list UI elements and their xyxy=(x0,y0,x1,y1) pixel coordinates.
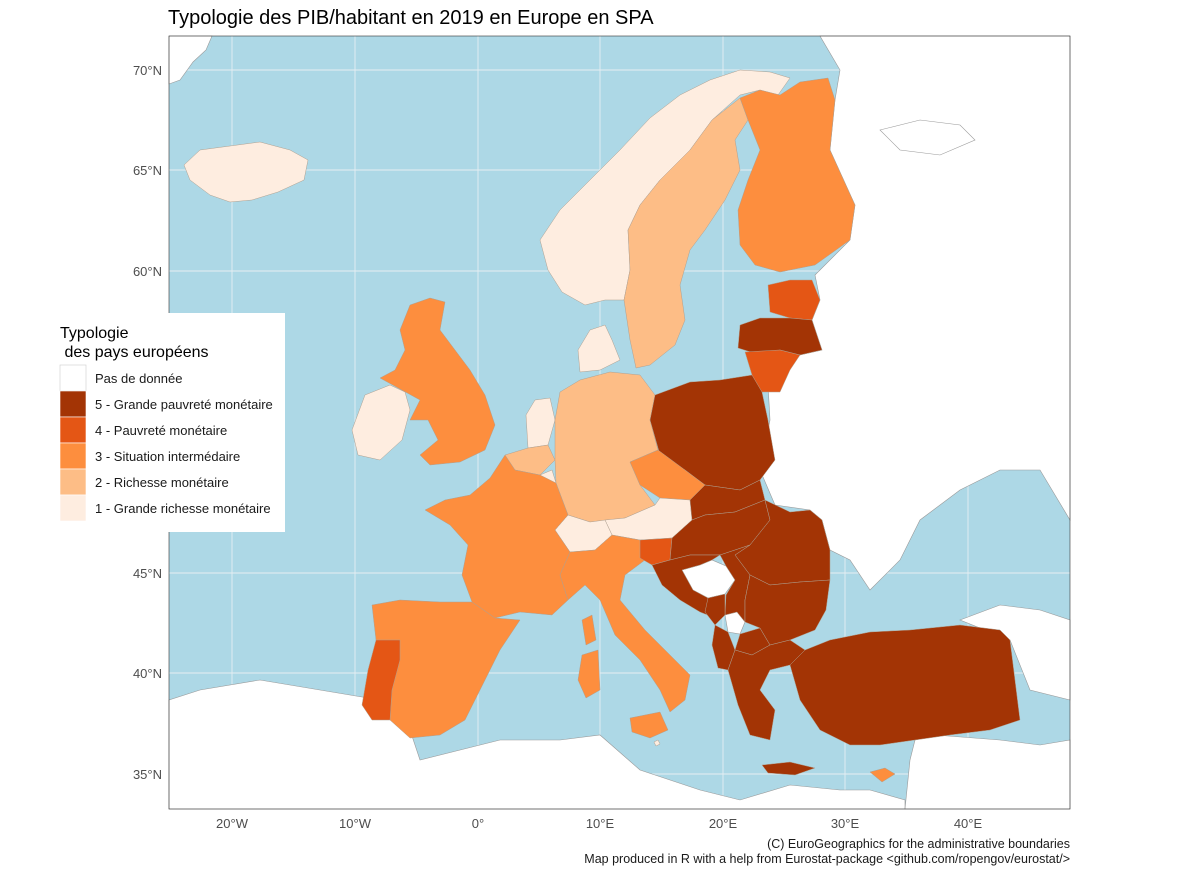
country-croatia[interactable] xyxy=(651,554,721,621)
country-sardinia[interactable] xyxy=(577,649,601,699)
x-tick-label: 0° xyxy=(472,816,484,831)
y-tick-label: 70°N xyxy=(133,63,162,78)
legend-key-class-2 xyxy=(59,468,87,496)
legend-label-no-data: Pas de donnée xyxy=(95,371,182,386)
y-tick-label: 45°N xyxy=(133,566,162,581)
country-montenegro[interactable] xyxy=(704,593,726,626)
x-tick-label: 40°E xyxy=(954,816,983,831)
country-malta[interactable] xyxy=(653,739,661,747)
legend-label-class-4: 4 - Pauvreté monétaire xyxy=(95,423,227,438)
x-tick-label: 10°W xyxy=(339,816,372,831)
x-tick-label: 30°E xyxy=(831,816,860,831)
legend-label-class-5: 5 - Grande pauvreté monétaire xyxy=(95,397,273,412)
country-sweden[interactable] xyxy=(623,97,749,369)
legend: Typologie des pays européens Pas de donn… xyxy=(50,313,285,532)
country-bulgaria[interactable] xyxy=(744,574,831,646)
legend-key-no-data xyxy=(59,364,87,392)
country-denmark[interactable] xyxy=(577,324,621,373)
country-iceland[interactable] xyxy=(183,141,309,203)
caption-line2: Map produced in R with a help from Euros… xyxy=(584,852,1070,866)
country-uk[interactable] xyxy=(379,297,496,466)
y-axis: 70°N 65°N 60°N 45°N 40°N 35°N xyxy=(133,63,162,782)
country-portugal[interactable] xyxy=(361,639,401,721)
countries-layer xyxy=(183,69,1021,783)
y-tick-label: 65°N xyxy=(133,163,162,178)
country-norway[interactable] xyxy=(539,69,791,306)
x-tick-label: 20°E xyxy=(709,816,738,831)
caption-line1: (C) EuroGeographics for the administrati… xyxy=(767,837,1070,851)
legend-key-class-5 xyxy=(59,390,87,418)
legend-title-line2: des pays européens xyxy=(60,344,209,361)
map-title: Typologie des PIB/habitant en 2019 en Eu… xyxy=(168,7,654,29)
country-sicily[interactable] xyxy=(629,711,669,739)
x-tick-label: 20°W xyxy=(216,816,249,831)
country-greece[interactable] xyxy=(727,639,806,741)
country-cyprus[interactable] xyxy=(869,767,896,783)
legend-title-line1: Typologie xyxy=(60,325,129,342)
country-finland[interactable] xyxy=(737,77,856,273)
land-no-data xyxy=(168,35,1071,810)
legend-label-class-2: 2 - Richesse monétaire xyxy=(95,475,229,490)
y-tick-label: 60°N xyxy=(133,264,162,279)
country-latvia[interactable] xyxy=(737,317,823,356)
country-serbia[interactable] xyxy=(719,544,751,623)
country-ireland[interactable] xyxy=(351,384,411,461)
country-corsica[interactable] xyxy=(581,614,597,646)
y-tick-label: 35°N xyxy=(133,767,162,782)
legend-key-class-3 xyxy=(59,442,87,470)
y-tick-label: 40°N xyxy=(133,666,162,681)
country-italy[interactable] xyxy=(559,534,691,713)
x-tick-label: 10°E xyxy=(586,816,615,831)
country-crete[interactable] xyxy=(761,761,816,776)
x-axis: 20°W 10°W 0° 10°E 20°E 30°E 40°E xyxy=(216,816,982,831)
country-germany[interactable] xyxy=(554,371,659,523)
legend-background xyxy=(50,313,285,532)
country-turkey[interactable] xyxy=(789,624,1021,746)
legend-key-class-1 xyxy=(59,494,87,522)
legend-key-class-4 xyxy=(59,416,87,444)
legend-label-class-3: 3 - Situation intermédaire xyxy=(95,449,240,464)
country-estonia[interactable] xyxy=(767,279,821,321)
legend-label-class-1: 1 - Grande richesse monétaire xyxy=(95,501,271,516)
